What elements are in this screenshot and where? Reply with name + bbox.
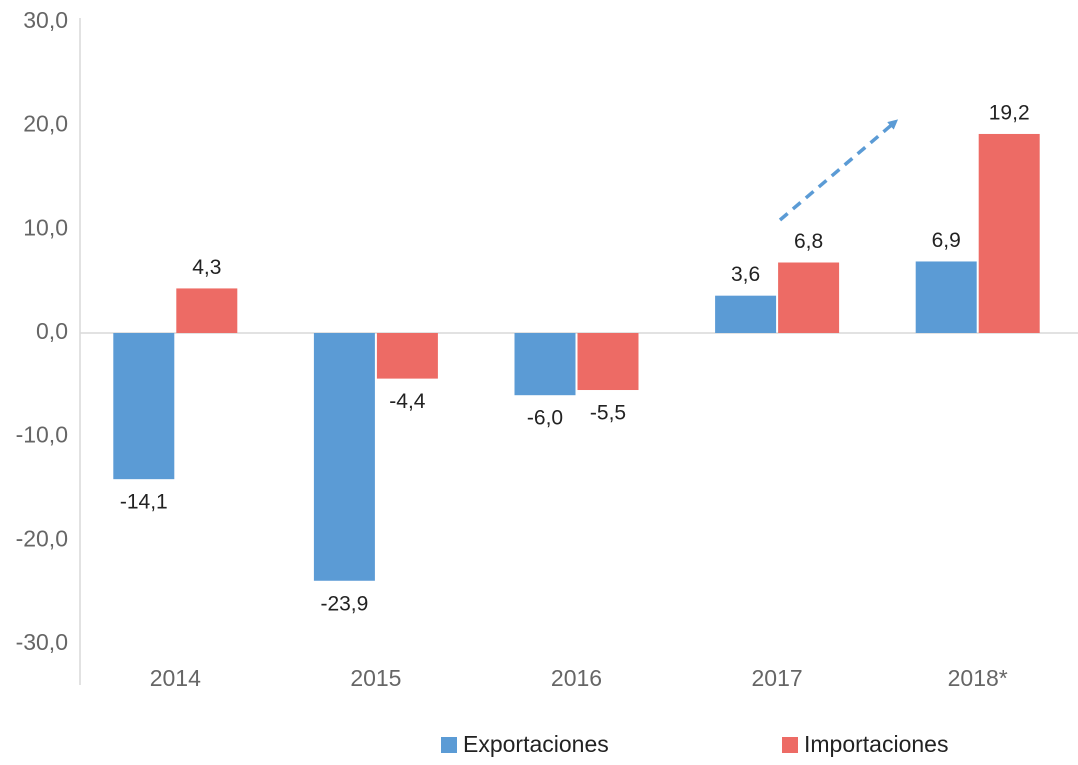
y-tick-label: -10,0 [16,422,68,448]
bar [778,262,840,333]
x-tick-label: 2014 [150,665,201,691]
trend-arrow [778,119,899,222]
y-tick-label: 30,0 [23,7,68,33]
x-tick-label: 2017 [752,665,803,691]
legend-swatch [782,737,798,753]
value-label: 6,8 [794,230,823,253]
x-tick-label: 2015 [350,665,401,691]
y-tick-label: -30,0 [16,629,68,655]
legend-label: Importaciones [804,731,948,757]
y-tick-label: 0,0 [36,318,68,344]
y-tick-label: 10,0 [23,214,68,240]
legend-swatch [441,737,457,753]
y-tick-label: -20,0 [16,525,68,551]
value-label: -14,1 [120,491,168,514]
bar [113,333,175,480]
value-label: 6,9 [932,229,961,252]
bar [915,261,977,333]
bar [176,288,238,333]
legend-label: Exportaciones [463,731,609,757]
x-tick-label: 2016 [551,665,602,691]
value-label: -6,0 [527,407,563,430]
x-tick-label: 2018* [948,665,1008,691]
value-label: -23,9 [320,592,368,615]
value-label: 19,2 [989,102,1030,125]
value-label: -5,5 [590,402,626,425]
bar [313,333,375,581]
value-label: -4,4 [389,390,426,413]
value-label: 3,6 [731,263,760,286]
value-label: 4,3 [192,256,221,279]
bar [514,333,576,396]
bar [376,333,438,379]
bar [715,295,777,333]
bar [978,133,1040,333]
bar [577,333,639,391]
y-tick-label: 20,0 [23,111,68,137]
